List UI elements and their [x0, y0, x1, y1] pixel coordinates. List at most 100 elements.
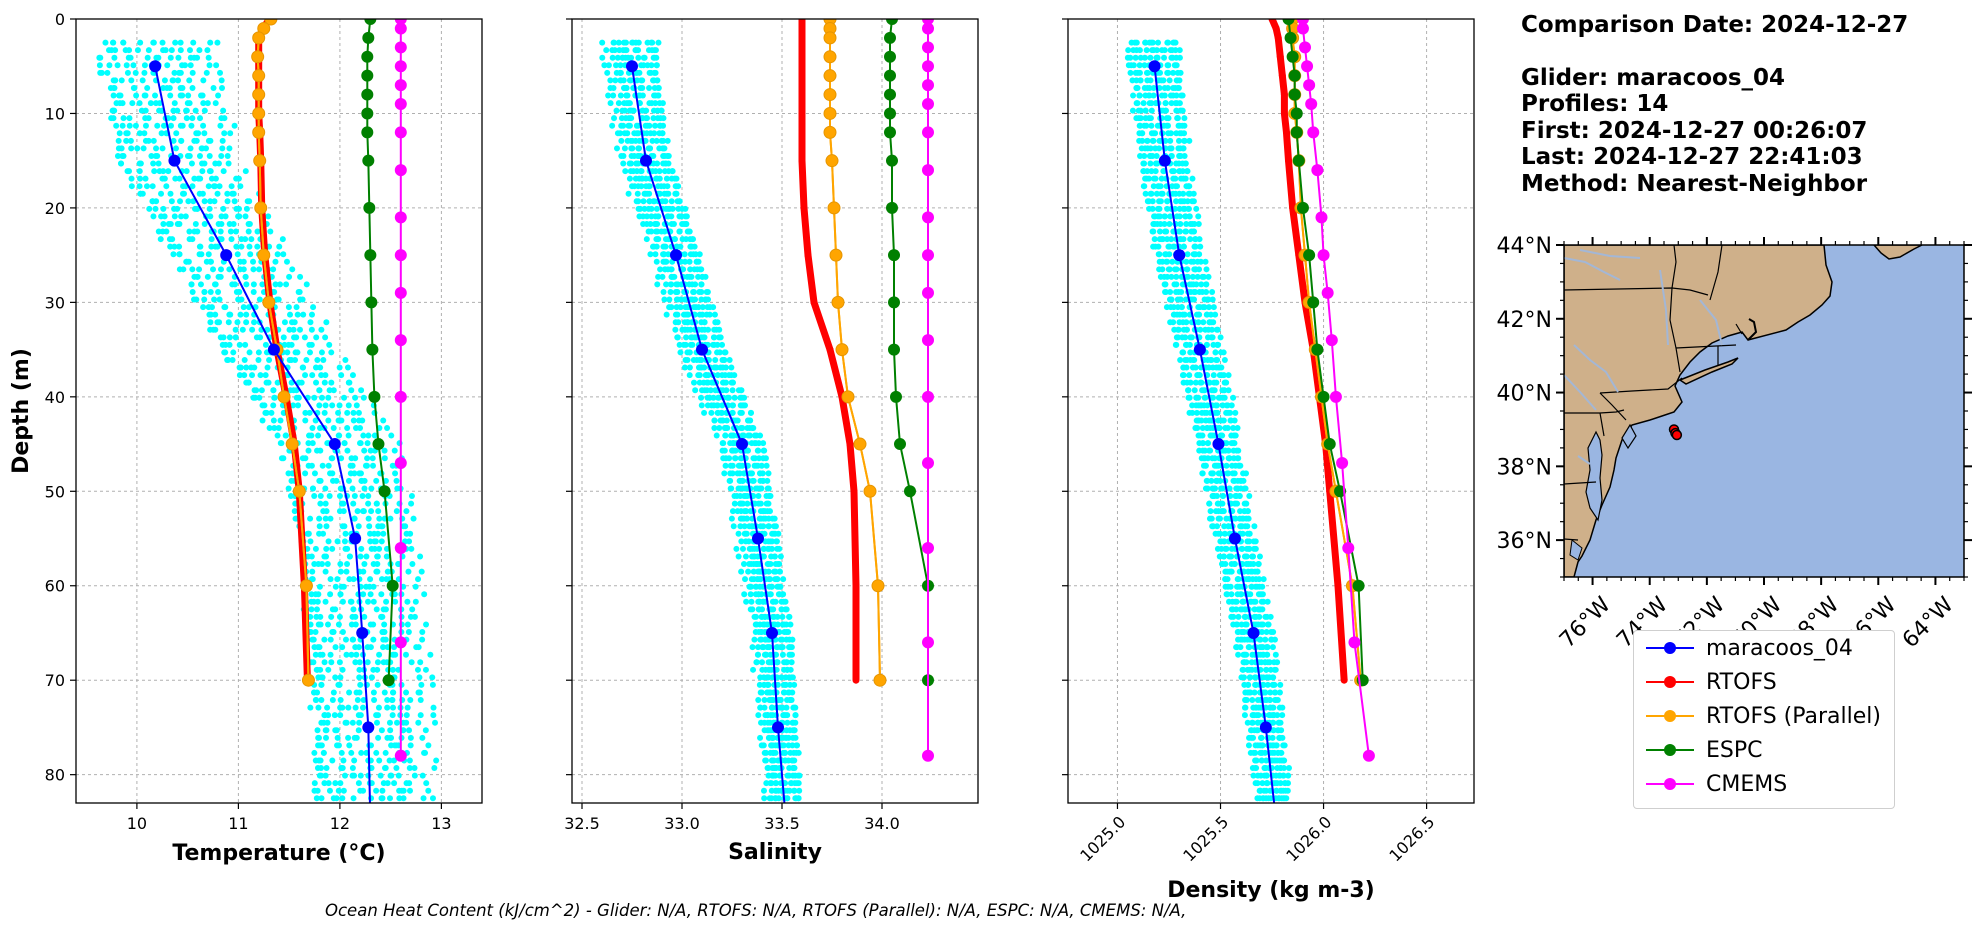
raw-point — [737, 485, 744, 492]
series-cmems — [922, 19, 934, 762]
raw-point — [723, 387, 730, 394]
series-point-rtofs-parallel — [823, 88, 837, 102]
raw-point — [1167, 213, 1174, 220]
raw-point — [663, 175, 670, 182]
series-point-rtofs — [1340, 676, 1348, 684]
raw-point — [376, 651, 383, 658]
raw-point — [1202, 394, 1209, 401]
raw-point — [206, 205, 213, 212]
raw-point — [653, 62, 660, 69]
raw-point — [306, 409, 313, 416]
raw-point — [656, 175, 663, 182]
raw-point — [201, 130, 208, 137]
raw-point — [222, 304, 229, 311]
raw-point — [1263, 757, 1270, 764]
raw-point — [645, 145, 652, 152]
raw-point — [1241, 500, 1248, 507]
raw-point — [756, 681, 763, 688]
raw-point — [418, 568, 425, 575]
raw-point — [355, 780, 362, 787]
raw-point — [319, 462, 326, 469]
raw-point — [766, 508, 773, 515]
raw-point — [166, 236, 173, 243]
series-point-espc — [1288, 69, 1301, 82]
raw-point — [1198, 379, 1205, 386]
raw-point — [653, 258, 660, 265]
raw-point — [1180, 145, 1187, 152]
raw-point — [1213, 379, 1220, 386]
raw-point — [344, 447, 351, 454]
raw-point — [350, 636, 357, 643]
raw-point — [729, 508, 736, 515]
raw-point — [177, 69, 184, 76]
raw-point — [747, 417, 754, 424]
raw-point — [242, 213, 249, 220]
raw-point — [1214, 523, 1221, 530]
raw-point — [1164, 39, 1171, 46]
raw-point — [695, 273, 702, 280]
raw-point — [1144, 137, 1151, 144]
raw-point — [747, 409, 754, 416]
raw-point — [154, 152, 161, 159]
raw-point — [346, 689, 353, 696]
raw-point — [225, 319, 232, 326]
raw-point — [403, 508, 410, 515]
raw-point — [705, 372, 712, 379]
raw-point — [271, 288, 278, 295]
raw-point — [1198, 281, 1205, 288]
raw-point — [764, 765, 771, 772]
raw-point — [430, 704, 437, 711]
raw-point — [233, 175, 240, 182]
raw-point — [318, 697, 325, 704]
plot-area — [599, 19, 934, 803]
raw-point — [320, 508, 327, 515]
raw-point — [765, 515, 772, 522]
raw-point — [1248, 734, 1255, 741]
raw-point — [380, 606, 387, 613]
raw-point — [205, 251, 212, 258]
raw-point — [387, 515, 394, 522]
raw-point — [1158, 175, 1165, 182]
raw-point — [370, 583, 377, 590]
raw-point — [698, 288, 705, 295]
raw-point — [1174, 115, 1181, 122]
raw-point — [686, 258, 693, 265]
series-point-cmems — [922, 60, 934, 73]
raw-point — [1201, 447, 1208, 454]
x-axis-label: Temperature (°C) — [172, 841, 385, 866]
raw-point — [374, 659, 381, 666]
raw-point — [691, 379, 698, 386]
series-point-rtofs-parallel — [292, 484, 306, 498]
raw-point — [1172, 183, 1179, 190]
raw-point — [1245, 515, 1252, 522]
raw-point — [668, 304, 675, 311]
raw-point — [233, 243, 240, 250]
raw-point — [1188, 281, 1195, 288]
map-cape-cod — [1747, 318, 1758, 341]
raw-point — [1279, 712, 1286, 719]
raw-point — [337, 591, 344, 598]
raw-point — [731, 394, 738, 401]
raw-point — [1148, 168, 1155, 175]
raw-point — [261, 402, 268, 409]
raw-point — [112, 77, 119, 84]
raw-point — [663, 281, 670, 288]
series-point-espc — [884, 126, 896, 139]
raw-point — [340, 500, 347, 507]
series-point-cmems — [1305, 98, 1318, 111]
raw-point — [274, 251, 281, 258]
series-point-maracoos-04 — [626, 60, 638, 73]
raw-point — [626, 160, 633, 167]
raw-point — [295, 402, 302, 409]
raw-point — [634, 77, 641, 84]
raw-point — [142, 122, 149, 129]
raw-point — [322, 334, 329, 341]
series-point-cmems — [922, 164, 934, 177]
y-axis-label: Depth (m) — [9, 348, 34, 474]
raw-point — [143, 183, 150, 190]
raw-point — [417, 697, 424, 704]
raw-point — [327, 515, 334, 522]
raw-point — [378, 727, 385, 734]
raw-point — [194, 54, 201, 61]
raw-point — [777, 636, 784, 643]
